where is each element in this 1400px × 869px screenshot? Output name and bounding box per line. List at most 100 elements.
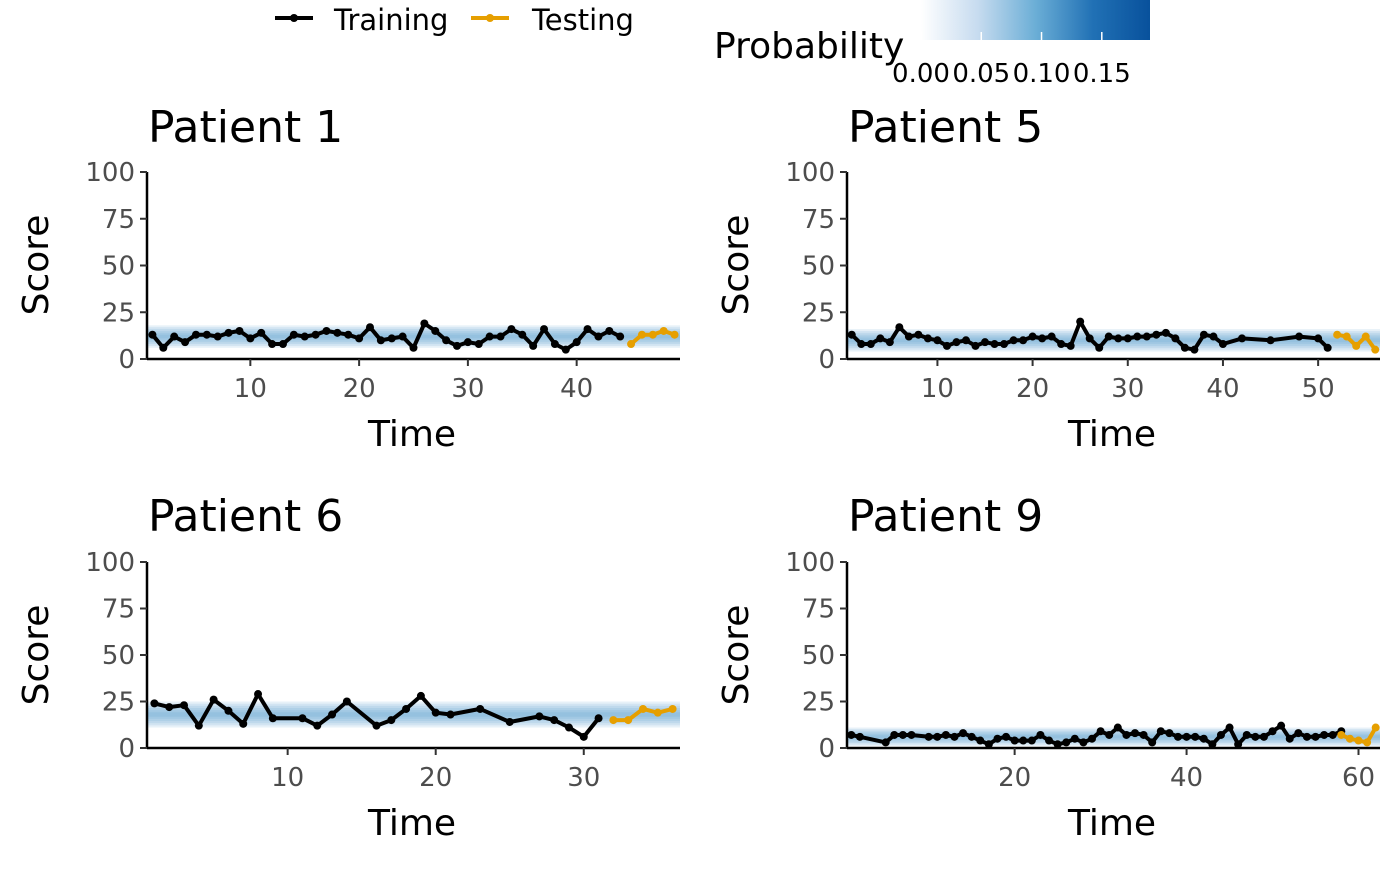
y-tick-label: 0 (118, 734, 135, 764)
testing-point (670, 330, 679, 339)
training-point (333, 328, 342, 337)
legend-training-point (290, 14, 298, 22)
testing-point (1337, 730, 1346, 739)
panel-patient-4: 0 25 50 75 100 20 40 60 Patient 9 Time Score (716, 491, 1380, 844)
legend-item-testing: Testing (471, 3, 634, 37)
training-point (976, 736, 985, 745)
y-tick-label: 50 (102, 252, 135, 282)
y-axis-label: Score (716, 215, 757, 316)
training-point (616, 332, 625, 341)
training-point (1036, 730, 1045, 739)
testing-point (637, 330, 646, 339)
training-point (165, 703, 174, 712)
colorbar-tick-label: 0.00 (892, 59, 950, 89)
training-point (1216, 730, 1225, 739)
training-point (1027, 736, 1036, 745)
training-point (1259, 732, 1268, 741)
y-tick-label: 25 (102, 298, 135, 328)
training-point (1066, 341, 1075, 350)
training-point (1320, 730, 1329, 739)
y-tick-label: 100 (785, 158, 835, 188)
training-point (847, 730, 856, 739)
testing-point (1352, 341, 1361, 350)
training-point (1038, 334, 1047, 343)
training-point (485, 332, 494, 341)
training-point (300, 332, 309, 341)
training-point (1053, 740, 1062, 749)
training-point (1047, 332, 1056, 341)
training-point (1095, 343, 1104, 352)
training-point (442, 336, 451, 345)
probability-band-layer (147, 332, 680, 341)
training-point (355, 334, 364, 343)
y-tick-label: 25 (802, 298, 835, 328)
training-point (1000, 340, 1009, 349)
training-point (1122, 730, 1131, 739)
training-point (550, 716, 559, 725)
training-point (1148, 738, 1157, 747)
training-point (322, 326, 331, 335)
training-point (170, 332, 179, 341)
training-point (1114, 334, 1123, 343)
panel-title: Patient 9 (848, 491, 1043, 542)
training-point (1302, 732, 1311, 741)
training-point (150, 699, 159, 708)
panel-title: Patient 6 (148, 491, 343, 542)
y-tick-label: 100 (85, 548, 135, 578)
panel-title: Patient 1 (148, 102, 343, 153)
training-point (605, 326, 614, 335)
training-point (564, 723, 573, 732)
x-tick-label: 40 (1170, 763, 1203, 793)
training-point (1266, 336, 1275, 345)
training-point (1085, 334, 1094, 343)
x-tick-label: 20 (1016, 374, 1049, 404)
probability-band-layer (147, 330, 680, 343)
testing-point (668, 704, 677, 713)
training-point (1139, 730, 1148, 739)
training-point (213, 332, 222, 341)
training-point (583, 325, 592, 334)
training-point (311, 330, 320, 339)
training-point (1191, 732, 1200, 741)
training-point (191, 330, 200, 339)
training-point (1045, 736, 1054, 745)
training-point (535, 712, 544, 721)
legend-training-label: Training (333, 3, 448, 37)
training-point (431, 708, 440, 717)
testing-point (1342, 332, 1351, 341)
x-tick-label: 50 (1302, 374, 1335, 404)
training-point (194, 721, 203, 730)
training-point (496, 332, 505, 341)
training-point (1152, 330, 1161, 339)
x-tick-label: 30 (1111, 374, 1144, 404)
probability-colorbar-ticks: 0.00 0.05 0.10 0.15 (892, 32, 1131, 89)
training-point (1323, 343, 1332, 352)
training-point (981, 338, 990, 347)
training-point (446, 710, 455, 719)
training-point (254, 690, 263, 699)
training-point (372, 721, 381, 730)
training-point (246, 334, 255, 343)
training-point (907, 730, 916, 739)
y-tick-label: 0 (818, 734, 835, 764)
training-point (550, 340, 559, 349)
training-point (933, 336, 942, 345)
training-point (387, 334, 396, 343)
y-axis-label: Score (716, 605, 757, 706)
training-point (474, 340, 483, 349)
training-point (923, 334, 932, 343)
training-point (1002, 732, 1011, 741)
training-point (1096, 727, 1105, 736)
training-point (202, 330, 211, 339)
training-point (959, 729, 968, 738)
training-point (1010, 736, 1019, 745)
training-point (1237, 334, 1246, 343)
training-point (1142, 332, 1151, 341)
training-point (181, 338, 190, 347)
training-point (1070, 734, 1079, 743)
training-point (268, 714, 277, 723)
training-point (961, 336, 970, 345)
y-tick-label: 75 (102, 205, 135, 235)
y-axis-label: Score (16, 605, 57, 706)
probability-band-layer (147, 334, 680, 339)
